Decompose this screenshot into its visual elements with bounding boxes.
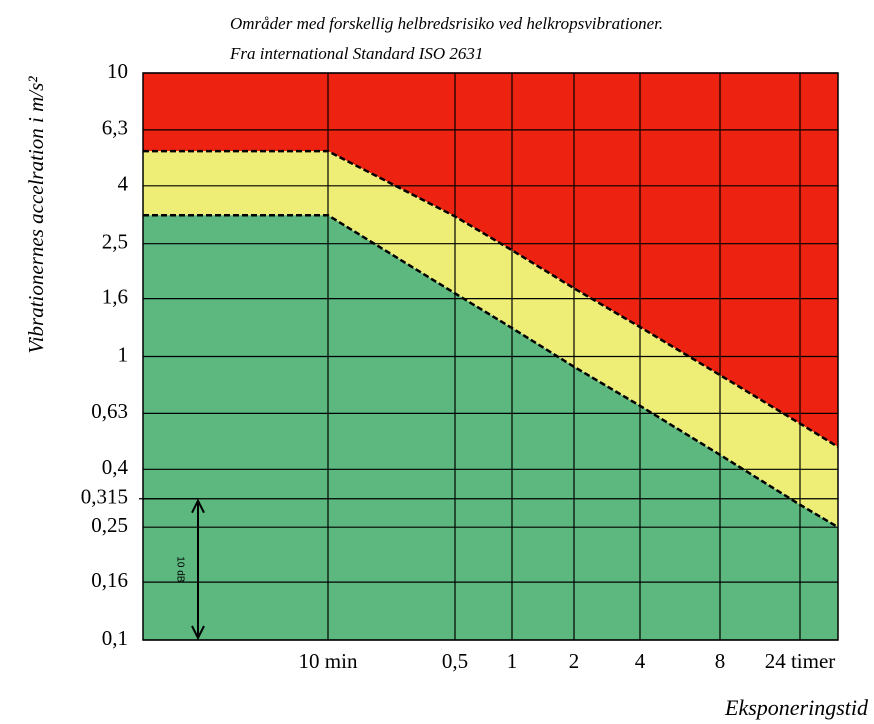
boundary-line — [143, 213, 839, 529]
y-tick-label: 0,1 — [102, 626, 128, 650]
y-tick-label: 2,5 — [102, 229, 128, 253]
x-tick-label: 10 min — [299, 649, 358, 673]
y-tick-label: 1,6 — [102, 284, 128, 308]
area — [143, 151, 838, 528]
y-tick-label: 10 — [107, 59, 128, 83]
area — [143, 215, 838, 641]
chart-subtitle: Fra international Standard ISO 2631 — [229, 44, 483, 63]
x-axis-label: Eksponeringstid — [724, 695, 869, 720]
x-tick-label: 4 — [635, 649, 646, 673]
y-tick-label: 4 — [118, 172, 129, 196]
arrow-head — [191, 625, 205, 641]
y-tick-label: 0,63 — [91, 399, 128, 423]
area-top — [143, 73, 838, 447]
y-axis-label: Vibrationernes accelration i m/s² — [24, 76, 48, 354]
y-tick-label: 0,315 — [81, 485, 128, 509]
x-tick-label: 0,5 — [442, 649, 468, 673]
annotation-text: 10 dB — [174, 556, 185, 582]
y-tick-label: 1 — [118, 342, 129, 366]
chart-title: Områder med forskellig helbredsrisiko ve… — [230, 14, 663, 33]
plot-frame — [142, 72, 839, 641]
x-tick-label: 2 — [569, 649, 580, 673]
x-tick-label: 24 timer — [765, 649, 836, 673]
x-tick-label: 8 — [715, 649, 726, 673]
x-tick-label: 1 — [507, 649, 518, 673]
y-tick-label: 6,3 — [102, 116, 128, 140]
y-tick-label: 0,25 — [91, 513, 128, 537]
y-tick-label: 0,16 — [91, 568, 128, 592]
arrow-head — [191, 498, 205, 514]
y-tick-label: 0,4 — [102, 455, 129, 479]
